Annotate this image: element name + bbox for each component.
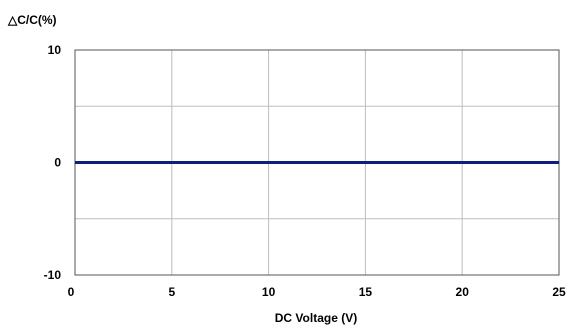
x-tick-label: 20 — [456, 285, 470, 299]
x-tick-label: 25 — [552, 285, 566, 299]
y-tick-label: 10 — [48, 43, 62, 57]
y-tick-labels: -10 0 10 — [44, 43, 62, 282]
x-tick-label: 5 — [168, 285, 175, 299]
x-tick-label: 0 — [68, 285, 75, 299]
x-tick-label: 10 — [262, 285, 276, 299]
x-tick-labels: 0 5 10 15 20 25 — [68, 285, 566, 299]
x-axis-label: DC Voltage (V) — [275, 311, 357, 325]
x-tick-label: 15 — [359, 285, 373, 299]
y-axis-label: △C/C(%) — [7, 13, 57, 27]
y-tick-label: -10 — [44, 268, 62, 282]
y-tick-label: 0 — [54, 156, 61, 170]
